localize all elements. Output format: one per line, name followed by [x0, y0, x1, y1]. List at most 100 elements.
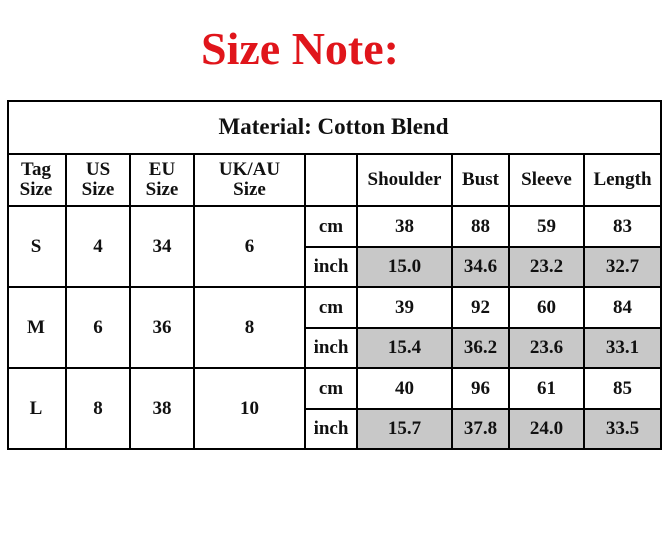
column-header-text: US Size	[81, 159, 115, 200]
measurement: 33.1	[585, 329, 662, 369]
measurement-text: 23.2	[529, 256, 564, 277]
column-header: Bust	[453, 155, 510, 207]
column-header-text: Bust	[462, 169, 499, 190]
unit-label-text: cm	[318, 296, 344, 318]
column-header: UK/AU Size	[195, 155, 306, 207]
column-header-text: Tag Size	[19, 159, 53, 200]
size-eu: 36	[131, 288, 195, 369]
unit-label: inch	[306, 329, 358, 369]
size-us-text: 8	[93, 397, 103, 419]
measurement-text: 40	[395, 377, 414, 399]
column-header: Sleeve	[510, 155, 585, 207]
measurement-text: 36.2	[463, 337, 498, 358]
title: Size Note:	[201, 23, 399, 74]
unit-label-text: inch	[313, 337, 349, 358]
size-table: Material: Cotton Blend Tag Size US Size EU …	[7, 100, 662, 450]
measurement: 36.2	[453, 329, 510, 369]
measurement: 15.0	[358, 248, 453, 288]
measurement: 24.0	[510, 410, 585, 450]
measurement-text: 88	[471, 215, 490, 237]
column-header-text: Shoulder	[367, 169, 442, 190]
size-ukau: 6	[195, 207, 306, 288]
column-header: Tag Size	[7, 155, 67, 207]
measurement-text: 24.0	[529, 418, 564, 439]
size-eu-text: 36	[152, 316, 172, 338]
size-ukau-text: 10	[240, 397, 259, 419]
size-tag-text: M	[27, 316, 45, 338]
measurement: 88	[453, 207, 510, 248]
measurement-text: 39	[395, 296, 414, 318]
unit-label-text: cm	[318, 215, 344, 237]
unit-label: inch	[306, 410, 358, 450]
unit-label: cm	[306, 288, 358, 329]
size-eu: 34	[131, 207, 195, 288]
measurement: 83	[585, 207, 662, 248]
measurement: 33.5	[585, 410, 662, 450]
measurement-text: 83	[613, 215, 632, 237]
size-eu-text: 34	[152, 235, 172, 257]
measurement-text: 85	[613, 377, 632, 399]
column-header: Length	[585, 155, 662, 207]
size-us-text: 6	[93, 316, 103, 338]
caption: Material: Cotton Blend	[7, 100, 662, 155]
measurement: 39	[358, 288, 453, 329]
size-tag: L	[7, 369, 67, 450]
measurement-text: 61	[537, 377, 556, 399]
measurement-text: 33.1	[605, 337, 640, 358]
size-ukau-text: 6	[244, 235, 255, 257]
column-header: EU Size	[131, 155, 195, 207]
measurement-text: 15.0	[387, 256, 422, 277]
size-tag-text: L	[29, 397, 43, 419]
column-header-text: Length	[593, 169, 652, 190]
measurement-text: 15.7	[387, 418, 422, 439]
measurement: 40	[358, 369, 453, 410]
measurement: 61	[510, 369, 585, 410]
size-tag-text: S	[30, 235, 42, 257]
measurement-text: 38	[395, 215, 414, 237]
caption-text: Material: Cotton Blend	[218, 113, 449, 139]
measurement-text: 32.7	[605, 256, 640, 277]
column-header: US Size	[67, 155, 131, 207]
measurement: 15.7	[358, 410, 453, 450]
column-header: Shoulder	[358, 155, 453, 207]
size-eu-text: 38	[152, 397, 172, 419]
unit-label-text: inch	[313, 418, 349, 439]
size-us-text: 4	[93, 235, 103, 257]
measurement: 23.6	[510, 329, 585, 369]
unit-label: cm	[306, 369, 358, 410]
size-eu: 38	[131, 369, 195, 450]
measurement-text: 37.8	[463, 418, 498, 439]
column-header-text: EU Size	[145, 159, 179, 200]
measurement-text: 15.4	[387, 337, 422, 358]
size-us: 8	[67, 369, 131, 450]
measurement-text: 23.6	[529, 337, 564, 358]
measurement-text: 84	[613, 296, 632, 318]
measurement: 23.2	[510, 248, 585, 288]
unit-label-text: cm	[318, 377, 344, 399]
size-tag: M	[7, 288, 67, 369]
measurement: 38	[358, 207, 453, 248]
measurement: 15.4	[358, 329, 453, 369]
measurement: 34.6	[453, 248, 510, 288]
measurement: 85	[585, 369, 662, 410]
measurement-text: 33.5	[605, 418, 640, 439]
size-us: 4	[67, 207, 131, 288]
measurement: 37.8	[453, 410, 510, 450]
size-ukau-text: 8	[244, 316, 255, 338]
unit-label: cm	[306, 207, 358, 248]
unit-label-text: inch	[313, 256, 349, 277]
column-header-text: UK/AU Size	[218, 159, 281, 200]
measurement-text: 60	[537, 296, 556, 318]
measurement-text: 96	[471, 377, 490, 399]
size-us: 6	[67, 288, 131, 369]
size-ukau: 10	[195, 369, 306, 450]
measurement: 84	[585, 288, 662, 329]
measurement-text: 59	[537, 215, 556, 237]
measurement: 92	[453, 288, 510, 329]
size-tag: S	[7, 207, 67, 288]
size-ukau: 8	[195, 288, 306, 369]
column-header-text: Sleeve	[521, 169, 572, 190]
unit-header	[306, 155, 358, 207]
measurement-text: 92	[471, 296, 490, 318]
